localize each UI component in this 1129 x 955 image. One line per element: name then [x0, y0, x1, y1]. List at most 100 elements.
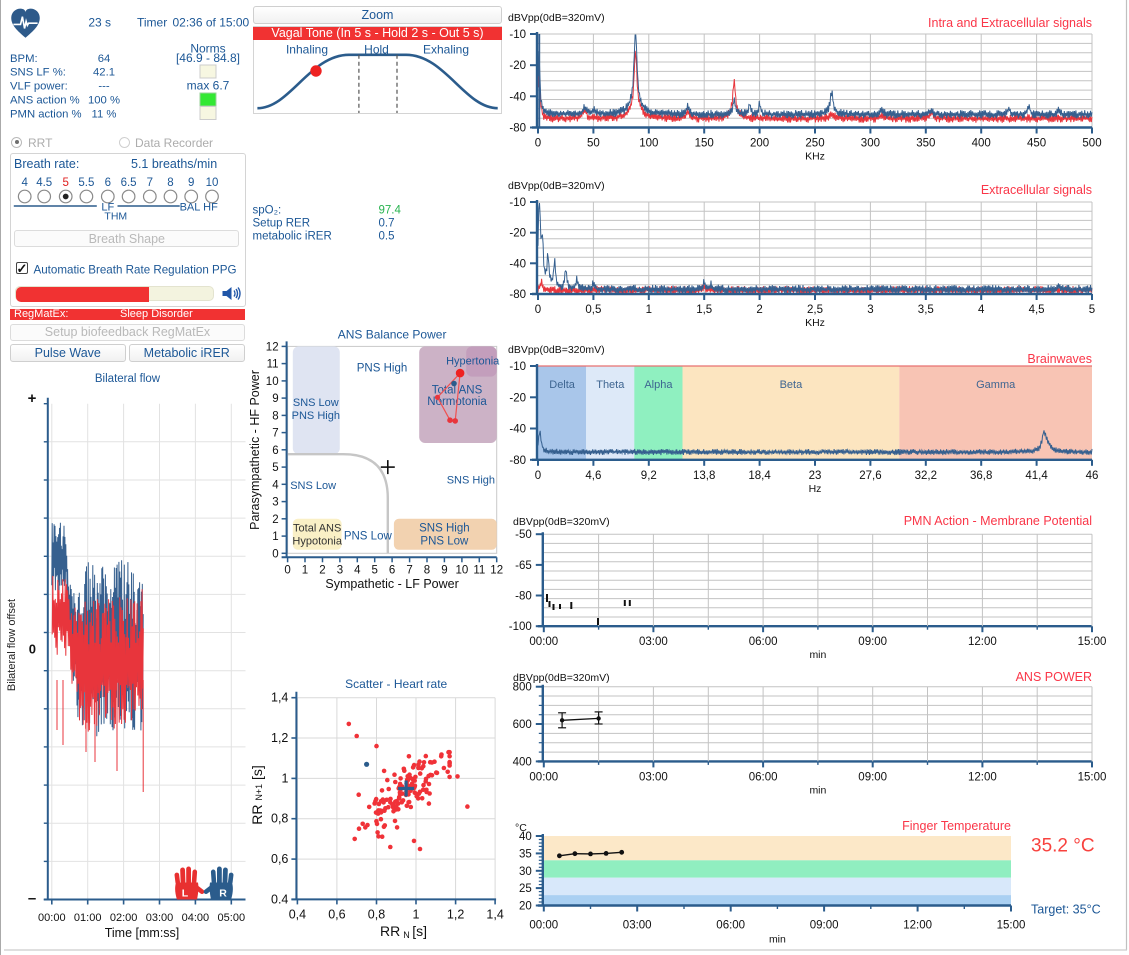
svg-text:200: 200: [750, 138, 769, 150]
svg-text:[46.9 - 84.8]: [46.9 - 84.8]: [176, 51, 240, 65]
svg-text:–: –: [28, 890, 36, 907]
svg-text:Theta: Theta: [596, 379, 625, 391]
svg-text:Hypertonia: Hypertonia: [446, 356, 500, 368]
svg-text:1,2: 1,2: [271, 731, 288, 745]
svg-text:03:00: 03:00: [623, 920, 652, 932]
svg-text:41,4: 41,4: [1025, 470, 1048, 482]
svg-text:Beta: Beta: [780, 379, 804, 391]
svg-text:3: 3: [337, 564, 343, 576]
svg-text:Norms: Norms: [190, 42, 225, 56]
svg-text:6: 6: [389, 564, 395, 576]
svg-text:PNS Low: PNS Low: [420, 536, 469, 548]
svg-text:06:00: 06:00: [716, 920, 745, 932]
svg-text:150: 150: [695, 138, 714, 150]
svg-text:0: 0: [284, 564, 290, 576]
svg-text:42.1: 42.1: [93, 67, 115, 79]
svg-text:1: 1: [302, 564, 308, 576]
svg-text:250: 250: [805, 138, 824, 150]
svg-text:25: 25: [519, 883, 532, 895]
svg-text:Delta: Delta: [549, 379, 576, 391]
svg-text:00:00: 00:00: [38, 912, 66, 924]
svg-text:20: 20: [519, 901, 532, 913]
svg-text:KHz: KHz: [805, 317, 825, 329]
svg-text:Alpha: Alpha: [644, 379, 673, 391]
svg-text:600: 600: [513, 719, 532, 731]
svg-text:450: 450: [1027, 138, 1046, 150]
svg-text:32,2: 32,2: [915, 470, 937, 482]
svg-text:97.4: 97.4: [379, 205, 402, 217]
svg-text:06:00: 06:00: [749, 636, 778, 648]
svg-text:1: 1: [413, 907, 420, 921]
svg-text:15:00: 15:00: [997, 920, 1026, 932]
svg-text:01:00: 01:00: [74, 912, 102, 924]
svg-text:Total ANS: Total ANS: [432, 385, 483, 397]
svg-text:40: 40: [519, 831, 532, 843]
svg-text:-20: -20: [509, 392, 526, 404]
svg-text:35: 35: [519, 848, 532, 860]
svg-text:0,8: 0,8: [368, 907, 385, 921]
svg-text:5: 5: [1089, 304, 1095, 316]
svg-text:BPM:: BPM:: [10, 53, 38, 65]
svg-text:4: 4: [978, 304, 985, 316]
svg-text:30: 30: [519, 866, 532, 878]
svg-text:SNS LF %:: SNS LF %:: [10, 67, 66, 79]
svg-text:3,5: 3,5: [918, 304, 934, 316]
svg-text:03:00: 03:00: [639, 771, 668, 783]
svg-text:300: 300: [861, 138, 880, 150]
svg-text:dBVpp(0dB=320mV): dBVpp(0dB=320mV): [508, 180, 605, 192]
svg-text:1,4: 1,4: [486, 907, 503, 921]
svg-text:Total ANS: Total ANS: [293, 523, 341, 535]
svg-text:PNS High: PNS High: [357, 362, 408, 374]
svg-text:12: 12: [490, 564, 503, 576]
svg-text:Finger Temperature: Finger Temperature: [902, 819, 1011, 833]
svg-text:PMN action %: PMN action %: [10, 109, 82, 121]
svg-text:00:00: 00:00: [529, 920, 558, 932]
svg-text:Setup RER: Setup RER: [253, 218, 311, 230]
svg-text:-40: -40: [509, 91, 526, 103]
svg-text:-80: -80: [509, 123, 526, 135]
svg-text:ANS Balance Power: ANS Balance Power: [338, 328, 447, 342]
svg-text:-40: -40: [509, 424, 526, 436]
svg-text:dBVpp(0dB=320mV): dBVpp(0dB=320mV): [508, 12, 605, 24]
svg-text:0: 0: [272, 548, 278, 560]
svg-text:23: 23: [809, 470, 822, 482]
svg-text:09:00: 09:00: [858, 771, 887, 783]
svg-text:4: 4: [272, 479, 279, 491]
svg-text:-65: -65: [515, 560, 532, 572]
svg-text:50: 50: [587, 138, 600, 150]
svg-text:11: 11: [267, 359, 279, 371]
svg-text:1: 1: [646, 304, 652, 316]
svg-text:0,5: 0,5: [585, 304, 601, 316]
svg-text:Normotonia: Normotonia: [427, 396, 487, 408]
svg-text:12: 12: [266, 341, 279, 353]
svg-text:Hz: Hz: [809, 483, 822, 495]
svg-text:400: 400: [972, 138, 991, 150]
svg-text:0,6: 0,6: [271, 852, 288, 866]
svg-text:SNS Low: SNS Low: [290, 480, 336, 492]
svg-text:Hypotonia: Hypotonia: [292, 536, 342, 548]
svg-text:1,2: 1,2: [447, 907, 464, 921]
svg-text:Intra and Extracellular signal: Intra and Extracellular signals: [928, 16, 1092, 30]
svg-text:1,5: 1,5: [696, 304, 712, 316]
svg-text:10: 10: [456, 564, 469, 576]
svg-text:Brainwaves: Brainwaves: [1027, 352, 1092, 366]
svg-text:1: 1: [281, 771, 288, 785]
svg-text:-80: -80: [515, 591, 532, 603]
svg-text:8: 8: [424, 564, 430, 576]
svg-text:[s]: [s]: [412, 923, 427, 939]
svg-text:Bilateral flow: Bilateral flow: [95, 373, 161, 385]
svg-text:ANS POWER: ANS POWER: [1016, 670, 1092, 684]
svg-text:03:00: 03:00: [639, 636, 668, 648]
svg-text:RR: RR: [380, 923, 400, 939]
svg-text:-10: -10: [509, 197, 526, 209]
svg-text:R: R: [219, 888, 227, 900]
svg-text:27,6: 27,6: [859, 470, 881, 482]
svg-text:Extracellular signals: Extracellular signals: [981, 183, 1092, 197]
svg-text:9: 9: [272, 393, 278, 405]
svg-text:Gamma: Gamma: [976, 379, 1016, 391]
svg-text:09:00: 09:00: [810, 920, 839, 932]
svg-text:-40: -40: [509, 258, 526, 270]
svg-text:18,4: 18,4: [748, 470, 771, 482]
svg-text:RR N+1 [s]: RR N+1 [s]: [249, 765, 265, 825]
svg-text:9: 9: [441, 564, 447, 576]
